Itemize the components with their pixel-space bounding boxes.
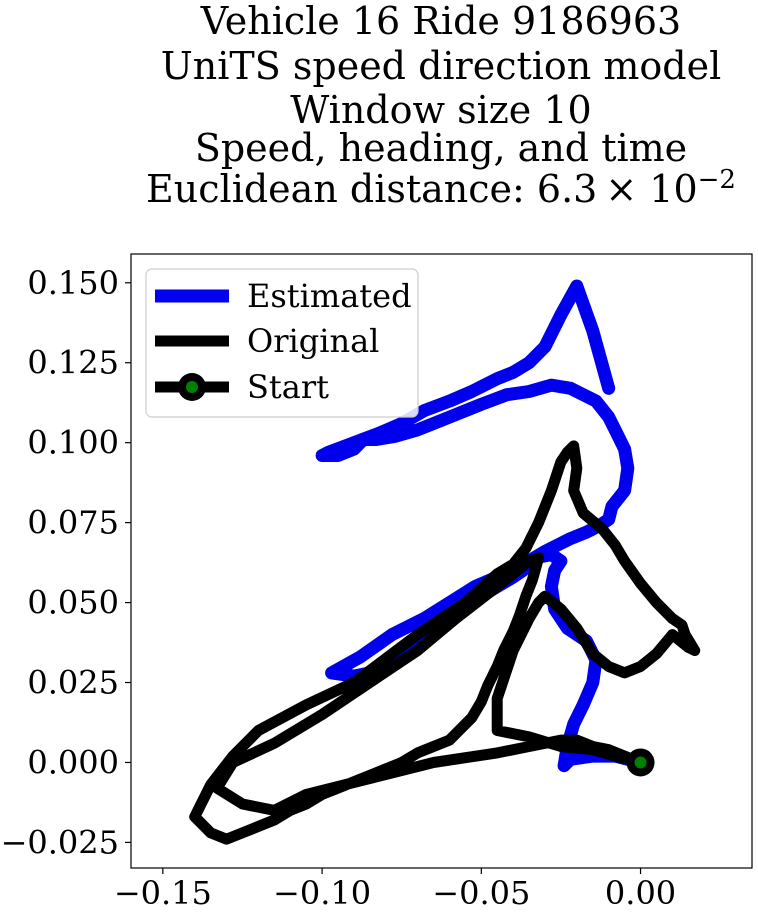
y-tick-label: 0.025	[27, 664, 119, 702]
title-line-5-base: Euclidean distance: 6.3	[146, 167, 597, 211]
y-tick-label: 0.075	[27, 504, 119, 542]
x-tick-label: −0.05	[432, 874, 530, 912]
legend-box	[145, 268, 419, 418]
y-tick-label: 0.150	[27, 264, 119, 302]
x-tick-label: −0.10	[273, 874, 371, 912]
axes-frame	[130, 253, 753, 869]
x-tick-label: 0.00	[605, 874, 676, 912]
title-line-2: UniTS speed direction model	[161, 44, 721, 88]
y-tick-label: 0.125	[27, 344, 119, 382]
legend-label-original: Original	[247, 322, 379, 360]
y-tick-label: −0.025	[1, 823, 119, 861]
series-line-estimated	[315, 279, 647, 773]
axes: −0.15 −0.10 −0.05 0.00 0.150 0.125 0.100 0.075 0…	[1, 253, 753, 912]
legend-label-estimated: Estimated	[247, 277, 412, 315]
title-line-3: Window size 10	[290, 88, 591, 132]
title-line-5-times: × 10	[605, 167, 697, 211]
start-marker	[634, 756, 647, 769]
legend-label-start: Start	[247, 368, 329, 406]
legend-marker	[186, 381, 198, 393]
x-tick-label: −0.15	[114, 874, 212, 912]
chart-title: Vehicle 16 Ride 9186963 UniTS speed dire…	[146, 0, 736, 211]
y-tick-label: 0.000	[27, 743, 119, 781]
y-tick-label: 0.050	[27, 584, 119, 622]
title-line-5-exponent: −2	[698, 165, 736, 195]
title-line-5: Euclidean distance: 6.3 × 10−2	[146, 165, 736, 211]
title-line-1: Vehicle 16 Ride 9186963	[200, 0, 681, 43]
title-line-4: Speed, heading, and time	[195, 126, 687, 170]
plot-area	[189, 279, 701, 845]
legend: Estimated Original Start	[145, 268, 419, 418]
series-line-original	[189, 440, 701, 845]
y-tick-label: 0.100	[27, 424, 119, 462]
